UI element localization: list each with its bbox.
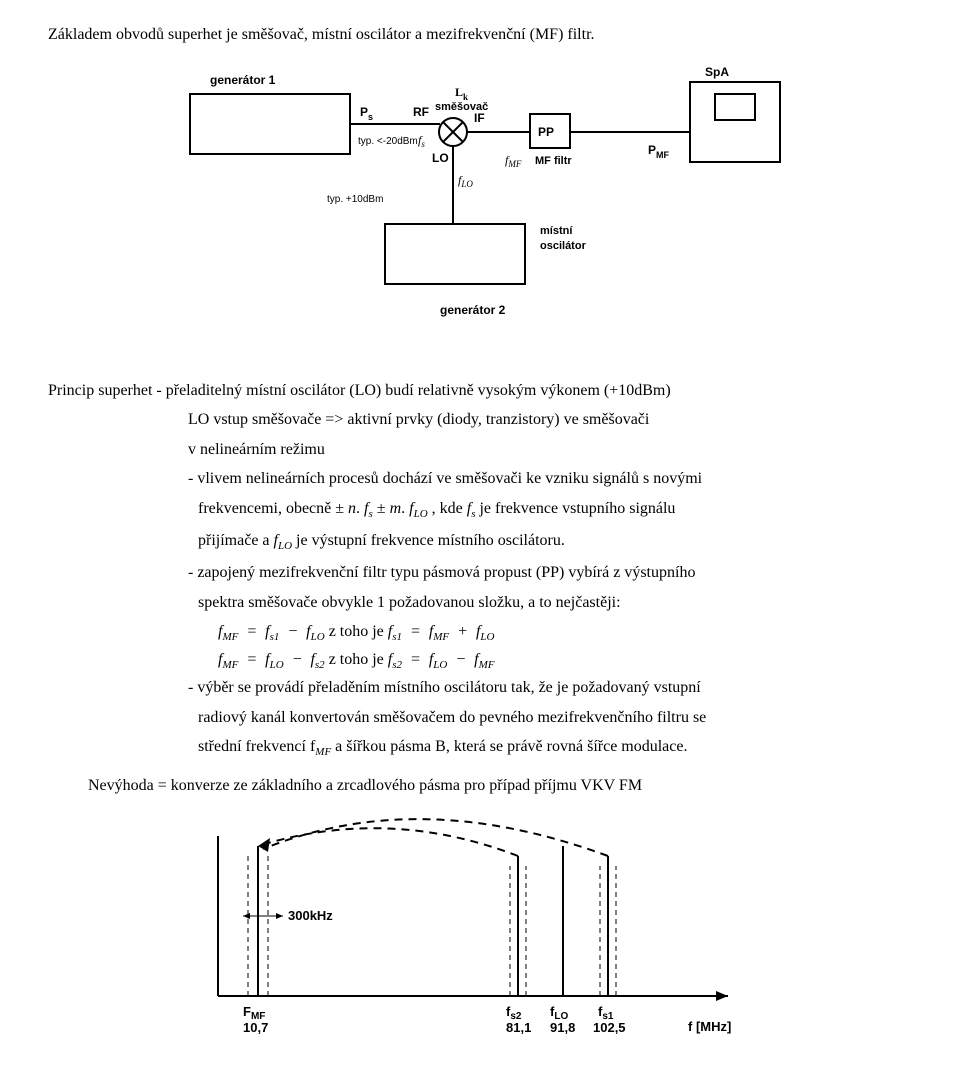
bullet-3c: střední frekvencí fMF a šířkou pásma B, … (198, 736, 912, 760)
expr-2: fMF = fLO − fs2 z toho je fs2 = fLO − fM… (218, 649, 912, 673)
svg-text:300kHz: 300kHz (288, 908, 333, 923)
svg-text:IF: IF (474, 111, 485, 125)
svg-text:91,8: 91,8 (550, 1020, 575, 1035)
svg-text:10,7: 10,7 (243, 1020, 268, 1035)
princip-line3: v nelineárním režimu (188, 439, 912, 461)
spectrum-chart: 300kHz f [MHz] FMF fs2 fLO fs1 10,7 81,1… (188, 816, 912, 1053)
bullet-1b: frekvencemi, obecně ± n. fs ± m. fLO , k… (198, 498, 912, 522)
bullet-3b: radiový kanál konvertován směšovačem do … (198, 707, 912, 729)
bullet-2a: - zapojený mezifrekvenční filtr typu pás… (188, 562, 912, 584)
svg-text:LO: LO (432, 151, 449, 165)
intro-line: Základem obvodů superhet je směšovač, mí… (48, 24, 912, 46)
bullet-2b: spektra směšovače obvykle 1 požadovanou … (198, 592, 912, 614)
bullet-3a: - výběr se provádí přeladěním místního o… (188, 677, 912, 699)
svg-text:Ps: Ps (360, 105, 373, 122)
svg-text:PMF: PMF (648, 143, 670, 160)
svg-text:SpA: SpA (705, 65, 729, 79)
svg-text:fs: fs (418, 133, 425, 149)
svg-text:místní: místní (540, 225, 573, 237)
gen1-label: generátor 1 (210, 73, 276, 87)
svg-text:Lk: Lk (455, 85, 468, 102)
bullet-1c: přijímače a fLO je výstupní frekvence mí… (198, 530, 912, 554)
block-diagram: generátor 1 Ps typ. <-20dBm RF fs Lk smě… (48, 54, 912, 364)
svg-text:f [MHz]: f [MHz] (688, 1019, 731, 1034)
svg-text:typ. +10dBm: typ. +10dBm (327, 194, 383, 205)
bullet-1a: - vlivem nelineárních procesů dochází ve… (188, 468, 912, 490)
nevyhoda-line: Nevýhoda = konverze ze základního a zrca… (88, 775, 912, 797)
princip-line2: LO vstup směšovače => aktivní prvky (dio… (188, 409, 912, 431)
svg-text:oscilátor: oscilátor (540, 240, 587, 252)
expr-1: fMF = fs1 − fLO z toho je fs1 = fMF + fL… (218, 621, 912, 645)
svg-text:81,1: 81,1 (506, 1020, 531, 1035)
svg-text:typ. <-20dBm: typ. <-20dBm (358, 136, 418, 147)
svg-text:102,5: 102,5 (593, 1020, 626, 1035)
princip-line1: Princip superhet - přeladitelný místní o… (48, 380, 912, 402)
svg-text:RF: RF (413, 105, 429, 119)
svg-text:fLO: fLO (458, 173, 473, 189)
svg-text:fMF: fMF (505, 153, 522, 169)
svg-text:MF filtr: MF filtr (535, 155, 572, 167)
svg-text:PP: PP (538, 125, 554, 139)
svg-text:generátor 2: generátor 2 (440, 303, 506, 317)
